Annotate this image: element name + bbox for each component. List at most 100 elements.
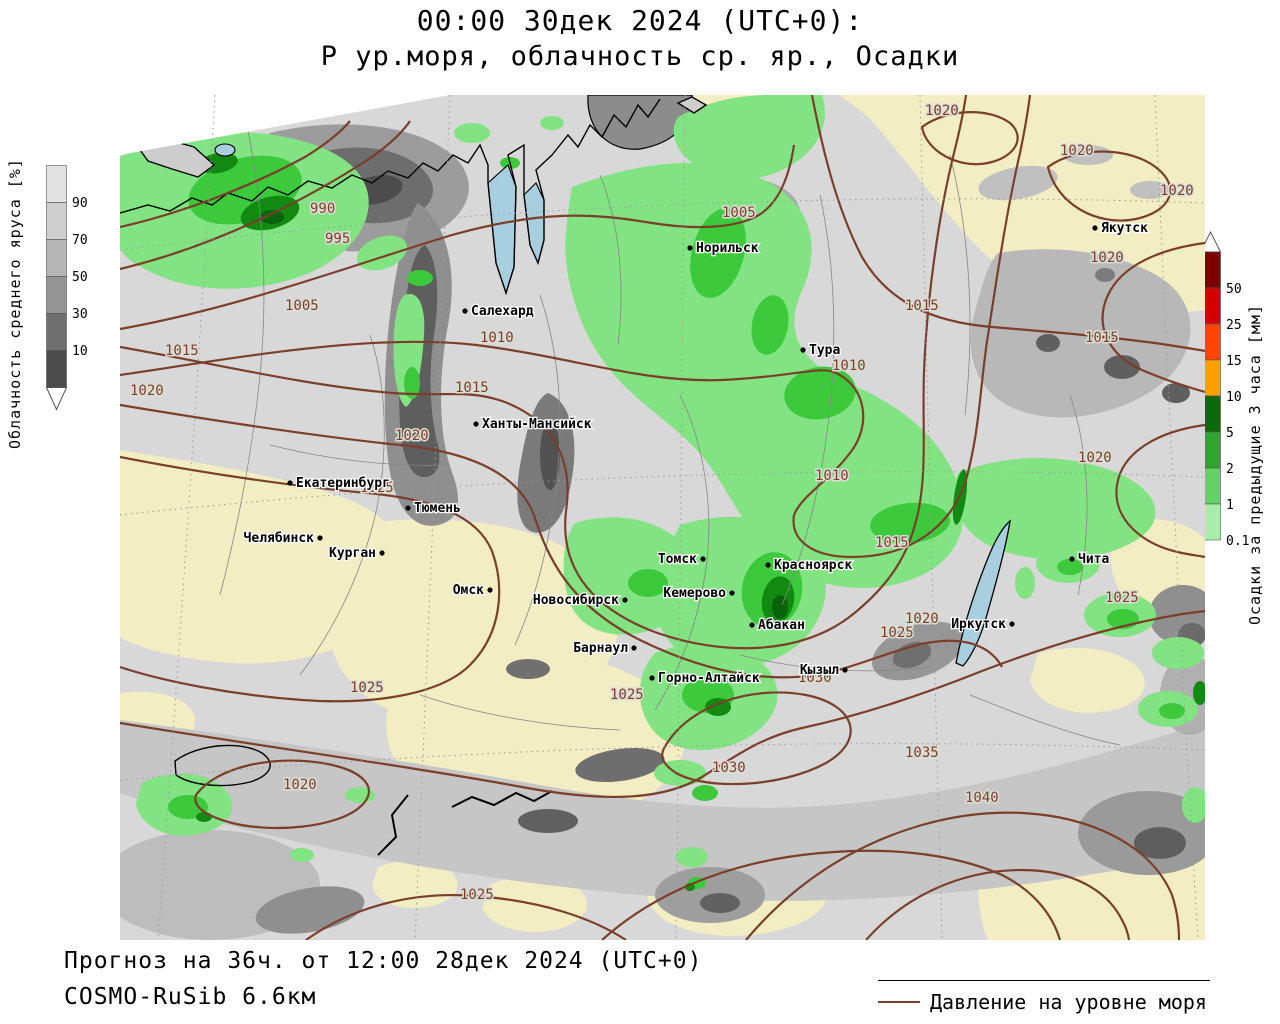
city-label: Барнаул xyxy=(573,641,628,656)
city-marker xyxy=(1092,225,1098,231)
isobar-label: 1015 xyxy=(165,343,199,359)
isobar-label: 1005 xyxy=(722,205,756,221)
precipitation-colorbar-label: Осадки за предыдущие 3 часа [мм] xyxy=(1246,304,1264,626)
pressure-legend-label: Давление на уровне моря xyxy=(930,990,1207,1014)
city-marker xyxy=(379,550,385,556)
cloudiness-colorbar-tick: 90 xyxy=(72,196,88,211)
pressure-line-swatch xyxy=(878,1001,920,1003)
city-label: Новосибирск xyxy=(533,593,619,608)
isobar-label-layer: 990 995 1005 1005 1010 1010 1010 1015 1015 1015 10… xyxy=(129,102,1196,905)
cloudiness-colorbar-label: Облачность среднего яруса [%] xyxy=(6,158,24,450)
isobar-label: 990 xyxy=(310,201,335,217)
city-label: Омск xyxy=(453,583,484,598)
city-label: Кызыл xyxy=(800,663,839,678)
isobar-label: 1010 xyxy=(815,468,849,484)
cloudiness-colorbar-segment xyxy=(46,313,67,351)
city-marker xyxy=(317,535,323,541)
forecast-info: Прогноз на 36ч. от 12:00 28дек 2024 (UTC… xyxy=(64,948,703,974)
city-marker xyxy=(649,675,655,681)
city-label: Курган xyxy=(329,546,376,561)
cloudiness-colorbar-segment xyxy=(46,165,67,203)
city-marker xyxy=(487,587,493,593)
precipitation-colorbar-tick: 0.1 xyxy=(1226,534,1249,549)
isobar-label: 1025 xyxy=(1105,590,1139,606)
city-label: Тура xyxy=(809,343,840,358)
isobar-label: 1025 xyxy=(350,680,384,696)
isobar-label: 1020 xyxy=(283,777,317,793)
city-label: Тюмень xyxy=(414,501,461,516)
model-info: COSMO-RuSib 6.6км xyxy=(64,984,317,1010)
city-marker xyxy=(842,667,848,673)
precipitation-colorbar-tick: 1 xyxy=(1226,498,1234,513)
isobar-label: 1020 xyxy=(925,103,959,119)
isobar-label: 1005 xyxy=(285,298,319,314)
precipitation-colorbar-tick: 10 xyxy=(1226,390,1242,405)
city-label: Якутск xyxy=(1101,221,1148,236)
city-marker xyxy=(687,245,693,251)
cloudiness-colorbar-tick: 50 xyxy=(72,270,88,285)
isobar-label: 1015 xyxy=(455,380,489,396)
isobar-label: 1020 xyxy=(1160,183,1194,199)
precipitation-colorbar-tick: 15 xyxy=(1226,354,1242,369)
city-label: Ханты-Мансийск xyxy=(482,417,592,432)
city-label: Горно-Алтайск xyxy=(658,671,760,686)
city-label: Норильск xyxy=(696,241,759,256)
colorbar-arrow-down-icon xyxy=(46,387,68,411)
isobar-label: 1025 xyxy=(460,887,494,903)
city-marker xyxy=(405,505,411,511)
city-marker xyxy=(631,645,637,651)
cloudiness-colorbar: 90 70 50 30 10 xyxy=(46,165,88,411)
precipitation-colorbar-tick: 25 xyxy=(1226,318,1242,333)
precipitation-colorbar-tick: 5 xyxy=(1226,426,1234,441)
city-label: Салехард xyxy=(471,304,534,319)
isobar-label: 1020 xyxy=(1090,250,1124,266)
city-marker xyxy=(729,590,735,596)
city-label: Абакан xyxy=(758,618,805,633)
isobar-label: 1025 xyxy=(610,687,644,703)
admin-boundaries-layer xyxy=(219,95,1121,746)
city-marker xyxy=(1069,556,1075,562)
city-label: Иркутск xyxy=(951,617,1006,632)
isobar-label: 1015 xyxy=(905,298,939,314)
title-block: 00:00 30дек 2024 (UTC+0): Р ур.моря, обл… xyxy=(0,4,1280,72)
isobar-label: 995 xyxy=(325,231,350,247)
isobar-layer xyxy=(120,95,1205,940)
cloudiness-colorbar-segment xyxy=(46,202,67,240)
city-marker xyxy=(749,622,755,628)
cloudiness-colorbar-segment xyxy=(46,350,67,388)
isobar-label: 1035 xyxy=(905,745,939,761)
city-label: Красноярск xyxy=(774,558,852,573)
precipitation-colorbar-tick: 2 xyxy=(1226,462,1234,477)
precipitation-colorbar: 50 25 15 10 5 2 1 0.1 xyxy=(1200,230,1249,549)
pressure-legend: Давление на уровне моря xyxy=(878,980,1210,1014)
isobar-label: 1025 xyxy=(880,625,914,641)
city-layer: Норильск Якутск Салехард Тура Ханты-Мансийск… xyxy=(242,220,1149,688)
isobar-label: 1030 xyxy=(798,670,832,686)
isobar-label: 1020 xyxy=(905,611,939,627)
isobar-label: 1010 xyxy=(480,330,514,346)
isobar-label: 1010 xyxy=(832,358,866,374)
city-marker xyxy=(1009,621,1015,627)
isobar-label: 1015 xyxy=(875,535,909,551)
cloudiness-colorbar-segment xyxy=(46,276,67,314)
isobar-label: 1020 xyxy=(1078,450,1112,466)
city-marker xyxy=(800,347,806,353)
map-area: 990 995 1005 1005 1010 1010 1010 1015 1015 1015 10… xyxy=(119,94,1206,941)
city-marker xyxy=(287,480,293,486)
city-marker xyxy=(700,556,706,562)
precipitation-colorbar-tick: 50 xyxy=(1226,282,1242,297)
isobar-label: 1020 xyxy=(130,383,164,399)
isobar-label: 1020 xyxy=(1060,143,1094,159)
isobar-label: 1030 xyxy=(712,760,746,776)
isobar-label: 1025 xyxy=(360,480,394,496)
cloudiness-colorbar-segment xyxy=(46,239,67,277)
city-marker xyxy=(462,308,468,314)
city-label: Томск xyxy=(658,552,697,567)
city-label: Екатеринбург xyxy=(296,476,390,491)
city-label: Кемерово xyxy=(663,586,726,601)
forecast-map: 990 995 1005 1005 1010 1010 1010 1015 1015 1015 10… xyxy=(119,94,1206,941)
city-label: Челябинск xyxy=(244,531,315,546)
city-label: Чита xyxy=(1078,552,1109,567)
graticule-layer xyxy=(119,94,1206,941)
